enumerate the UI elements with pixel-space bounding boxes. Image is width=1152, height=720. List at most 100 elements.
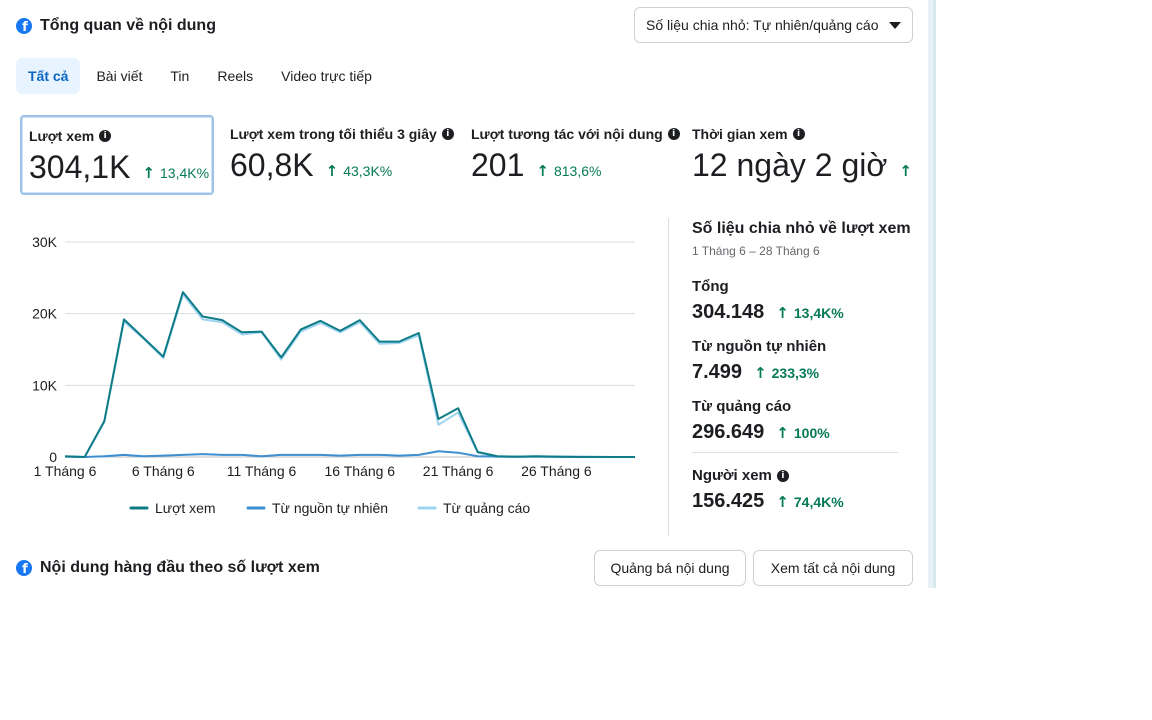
metric-value-text: 60,8K (230, 147, 314, 183)
breakdown-organic-delta-text: 233,3% (771, 364, 820, 381)
breakdown-dropdown-label: Số liệu chia nhỏ: Tự nhiên/quảng cáo (646, 17, 879, 33)
breakdown-total-delta: ↑ 13,4K% (776, 304, 843, 322)
info-icon[interactable]: i (99, 130, 112, 142)
metric-value: 304,1K ↑ 13,4K% (29, 149, 209, 186)
facebook-icon: f (16, 18, 32, 34)
promote-content-button[interactable]: Quảng bá nội dung (594, 550, 746, 586)
breakdown-viewers: Người xem i 156.425 ↑ 74,4K% (692, 467, 908, 513)
y-tick-label: 0 (49, 449, 57, 465)
metric-delta: ↑ 43,3K% (326, 162, 393, 180)
breakdown-divider (692, 452, 898, 453)
caret-down-icon (889, 21, 901, 29)
x-tick-label: 16 Tháng 6 (325, 463, 396, 479)
x-tick-label: 11 Tháng 6 (227, 463, 297, 479)
x-tick-label: 21 Tháng 6 (423, 463, 494, 479)
breakdown-organic-label: Từ nguồn tự nhiên (692, 338, 827, 355)
breakdown-total-label: Tổng (692, 278, 729, 295)
info-icon[interactable]: i (776, 469, 789, 482)
breakdown-organic-value: 7.499 ↑ 233,3% (692, 361, 908, 384)
panel-title: Tổng quan về nội dung (40, 17, 216, 34)
metric-delta: ↑ 813,6% (536, 162, 601, 180)
metric-label: Lượt xem trong tối thiểu 3 giây i (230, 126, 454, 142)
legend-label: Từ quảng cáo (443, 500, 530, 516)
views-breakdown: Số liệu chia nhỏ về lượt xem 1 Tháng 6 –… (668, 218, 911, 536)
tab-all[interactable]: Tất cả (16, 58, 81, 94)
metric-value-text: 201 (471, 147, 525, 183)
metric-value-text: 304,1K (29, 149, 131, 185)
breakdown-paid-label: Từ quảng cáo (692, 398, 792, 415)
panel-header: f Tổng quan về nội dung (16, 16, 216, 36)
arrow-up-icon: ↑ (776, 492, 789, 511)
y-tick-label: 30K (32, 234, 58, 250)
metric-label-text: Lượt tương tác với nội dung (471, 126, 663, 142)
breakdown-total-delta-text: 13,4K% (793, 304, 844, 321)
series-line-paid (64, 293, 636, 458)
tab-live-video[interactable]: Video trực tiếp (281, 68, 372, 84)
breakdown-total-number: 304.148 (692, 301, 765, 323)
metric-card-interactions[interactable]: Lượt tương tác với nội dung i 201 ↑ 813,6… (469, 115, 681, 195)
arrow-up-icon: ↑ (754, 363, 767, 382)
arrow-up-icon: ↑ (776, 303, 789, 322)
content-overview-panel: f Tổng quan về nội dung Số liệu chia nhỏ… (16, 7, 913, 586)
view-all-content-button[interactable]: Xem tất cả nội dung (753, 550, 913, 586)
scrollbar[interactable] (933, 0, 936, 588)
metric-delta: ↑5 (899, 162, 912, 180)
breakdown-viewers-number: 156.425 (692, 490, 765, 512)
breakdown-total: Tổng 304.148 ↑ 13,4K% (692, 278, 908, 324)
breakdown-organic: Từ nguồn tự nhiên 7.499 ↑ 233,3% (692, 338, 908, 384)
metric-card-views[interactable]: Lượt xem i 304,1K ↑ 13,4K% (20, 115, 214, 195)
x-tick-label: 6 Tháng 6 (132, 463, 195, 479)
legend-label: Lượt xem (155, 500, 216, 516)
top-content-title: Nội dung hàng đầu theo số lượt xem (40, 559, 320, 576)
legend-label: Từ nguồn tự nhiên (272, 500, 388, 516)
metric-label: Thời gian xem i (692, 126, 805, 142)
metric-card-3s-views[interactable]: Lượt xem trong tối thiểu 3 giây i 60,8K … (228, 115, 460, 195)
metric-delta-text: 43,3K% (343, 163, 393, 179)
metric-card-watch-time[interactable]: Thời gian xem i 12 ngày 2 giờ ↑5 (690, 115, 912, 195)
content-type-tabs: Tất cả Bài viết Tin Reels Video trực tiế… (16, 58, 384, 94)
top-content-header: f Nội dung hàng đầu theo số lượt xem (16, 559, 320, 577)
metric-label: Lượt xem i (29, 128, 112, 144)
metric-delta-text: 813,6% (553, 163, 602, 179)
tab-posts[interactable]: Bài viết (96, 68, 143, 84)
arrow-up-icon: ↑ (325, 162, 339, 180)
tab-stories[interactable]: Tin (170, 68, 190, 84)
info-icon[interactable]: i (441, 128, 454, 140)
tab-reels[interactable]: Reels (217, 68, 254, 84)
breakdown-viewers-delta-text: 74,4K% (793, 493, 844, 510)
side-scroll-strip (928, 0, 936, 588)
breakdown-date-range: 1 Tháng 6 – 28 Tháng 6 (692, 244, 820, 258)
breakdown-viewers-delta: ↑ 74,4K% (776, 493, 843, 511)
metric-value: 12 ngày 2 giờ ↑5 (692, 147, 912, 184)
info-icon[interactable]: i (792, 128, 805, 140)
metric-value: 60,8K ↑ 43,3K% (230, 147, 392, 184)
y-tick-label: 10K (32, 377, 58, 393)
info-icon[interactable]: i (667, 128, 680, 140)
breakdown-viewers-value: 156.425 ↑ 74,4K% (692, 490, 908, 513)
breakdown-title: Số liệu chia nhỏ về lượt xem (692, 220, 911, 237)
breakdown-organic-delta: ↑ 233,3% (754, 364, 819, 382)
breakdown-paid: Từ quảng cáo 296.649 ↑ 100% (692, 398, 908, 453)
breakdown-paid-delta: ↑ 100% (776, 424, 829, 442)
metric-label-text: Lượt xem (29, 128, 95, 144)
metric-label: Lượt tương tác với nội dung i (471, 126, 680, 142)
metric-delta-text: 13,4K% (160, 165, 210, 181)
series-line-views (64, 291, 636, 458)
facebook-icon: f (16, 560, 32, 576)
x-tick-label: 1 Tháng 6 (34, 463, 97, 479)
breakdown-viewers-label: Người xem i (692, 467, 908, 484)
breakdown-paid-value: 296.649 ↑ 100% (692, 421, 908, 444)
metric-label-text: Lượt xem trong tối thiểu 3 giây (230, 126, 437, 142)
breakdown-organic-number: 7.499 (692, 361, 743, 383)
x-tick-label: 26 Tháng 6 (521, 463, 592, 479)
y-tick-label: 20K (32, 306, 58, 322)
arrow-up-icon: ↑ (536, 162, 549, 180)
breakdown-total-value: 304.148 ↑ 13,4K% (692, 301, 908, 324)
breakdown-dropdown[interactable]: Số liệu chia nhỏ: Tự nhiên/quảng cáo (634, 7, 913, 43)
metric-value: 201 ↑ 813,6% (471, 147, 601, 184)
arrow-up-icon: ↑ (899, 162, 912, 180)
views-line-chart: 0 10K 20K 30K 1 Tháng 6 6 Tháng 6 11 Tháng 6 16… (32, 234, 636, 516)
metric-label-text: Thời gian xem (692, 126, 788, 142)
metric-value-text: 12 ngày 2 giờ (692, 147, 888, 183)
arrow-up-icon: ↑ (142, 164, 155, 182)
